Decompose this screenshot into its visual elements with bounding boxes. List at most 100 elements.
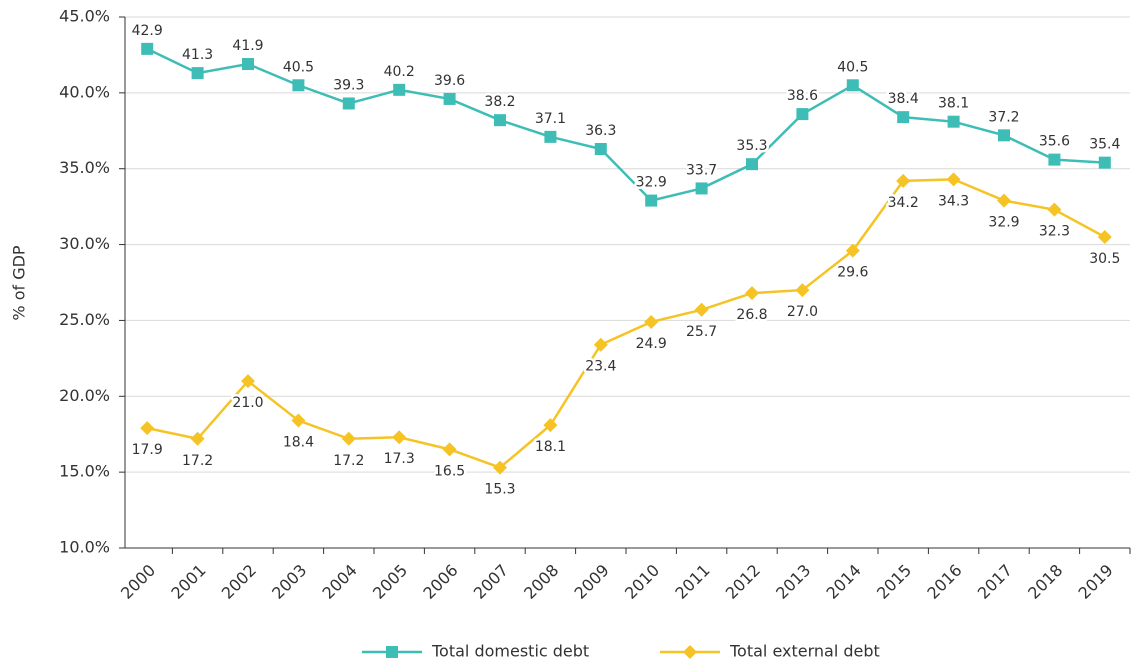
- legend-marker: [683, 645, 697, 659]
- data-label: 25.7: [686, 324, 717, 340]
- y-tick-label: 30.0%: [59, 234, 110, 253]
- data-label: 42.9: [132, 23, 163, 39]
- x-tick-label: 2002: [218, 561, 260, 603]
- x-tick-label: 2006: [419, 561, 461, 603]
- data-point: [140, 421, 155, 436]
- data-point: [392, 430, 407, 445]
- data-label: 18.4: [283, 435, 314, 451]
- data-label: 32.9: [636, 175, 667, 191]
- y-tick-label: 15.0%: [59, 462, 110, 481]
- data-label: 27.0: [787, 304, 818, 320]
- data-label: 32.3: [1039, 224, 1070, 240]
- data-point: [845, 243, 860, 258]
- data-point: [342, 97, 355, 110]
- data-label: 36.3: [585, 123, 616, 139]
- data-point: [594, 142, 607, 155]
- data-label: 17.2: [182, 453, 213, 469]
- data-point: [241, 374, 255, 389]
- data-label: 15.3: [484, 482, 515, 498]
- data-point: [292, 79, 305, 92]
- data-label: 39.3: [333, 77, 364, 93]
- legend-label: Total domestic debt: [431, 642, 589, 661]
- data-label: 34.2: [888, 195, 919, 211]
- data-label: 39.6: [434, 73, 465, 89]
- data-point: [291, 413, 306, 428]
- data-point: [442, 442, 457, 457]
- y-tick-label: 10.0%: [59, 538, 110, 557]
- data-point: [544, 130, 557, 143]
- data-point: [946, 172, 961, 187]
- data-point: [1098, 156, 1111, 169]
- data-point: [695, 182, 708, 195]
- x-tick-label: 2009: [571, 561, 613, 603]
- x-tick-label: 2008: [520, 561, 562, 603]
- data-label: 40.5: [283, 59, 314, 75]
- data-label: 41.9: [232, 38, 263, 54]
- data-point: [242, 58, 254, 71]
- data-label: 37.2: [988, 109, 1019, 125]
- y-tick-label: 35.0%: [59, 158, 110, 177]
- data-label: 38.2: [484, 94, 515, 110]
- x-tick-label: 2000: [117, 561, 159, 603]
- x-tick-label: 2004: [319, 561, 361, 603]
- x-tick-label: 2007: [470, 561, 512, 603]
- data-point: [947, 115, 960, 128]
- x-tick-label: 2018: [1024, 561, 1066, 603]
- x-tick-label: 2017: [974, 561, 1016, 603]
- data-point: [1097, 229, 1112, 244]
- data-label: 29.6: [837, 265, 868, 281]
- data-point: [694, 302, 709, 317]
- data-label: 24.9: [636, 336, 667, 352]
- y-tick-label: 40.0%: [59, 82, 110, 101]
- data-point: [341, 431, 356, 446]
- data-label: 30.5: [1089, 251, 1120, 267]
- y-tick-label: 45.0%: [59, 7, 110, 26]
- x-tick-label: 2010: [621, 561, 663, 603]
- data-label: 16.5: [434, 463, 465, 479]
- data-label: 40.2: [384, 64, 415, 80]
- series-line: [146, 47, 1105, 202]
- data-point: [896, 173, 911, 188]
- x-tick-label: 2016: [923, 561, 965, 603]
- x-tick-label: 2003: [268, 561, 310, 603]
- data-point: [593, 337, 608, 352]
- data-point: [997, 193, 1011, 208]
- data-point: [191, 67, 204, 80]
- data-label: 17.3: [384, 451, 415, 467]
- data-point: [846, 79, 859, 92]
- data-point: [795, 283, 810, 298]
- data-point: [897, 111, 910, 124]
- data-point: [443, 92, 456, 105]
- data-label: 35.3: [736, 138, 767, 154]
- legend-label: Total external debt: [729, 642, 880, 661]
- data-point: [746, 158, 758, 171]
- series-line: [146, 178, 1106, 470]
- data-point: [543, 418, 558, 433]
- data-label: 38.1: [938, 96, 969, 112]
- data-label: 34.3: [938, 193, 969, 209]
- data-label: 41.3: [182, 47, 213, 63]
- data-point: [1047, 202, 1062, 217]
- x-tick-label: 2011: [671, 561, 713, 603]
- data-label: 38.4: [888, 91, 919, 107]
- data-point: [998, 129, 1010, 142]
- data-label: 17.2: [333, 453, 364, 469]
- data-point: [494, 114, 506, 127]
- data-point: [141, 42, 154, 55]
- data-point: [190, 431, 205, 446]
- data-label: 18.1: [535, 439, 566, 455]
- data-point: [645, 194, 658, 207]
- data-label: 17.9: [132, 442, 163, 458]
- data-label: 35.6: [1039, 134, 1070, 150]
- data-label: 37.1: [535, 111, 566, 127]
- y-tick-label: 25.0%: [59, 310, 110, 329]
- data-point: [393, 83, 406, 96]
- y-axis-title: % of GDP: [10, 245, 29, 321]
- data-label: 40.5: [837, 59, 868, 75]
- x-tick-label: 2005: [369, 561, 411, 603]
- data-point: [796, 108, 809, 121]
- data-point: [493, 460, 507, 475]
- x-tick-label: 2013: [772, 561, 814, 603]
- data-label: 23.4: [585, 359, 616, 375]
- data-point: [1048, 153, 1061, 166]
